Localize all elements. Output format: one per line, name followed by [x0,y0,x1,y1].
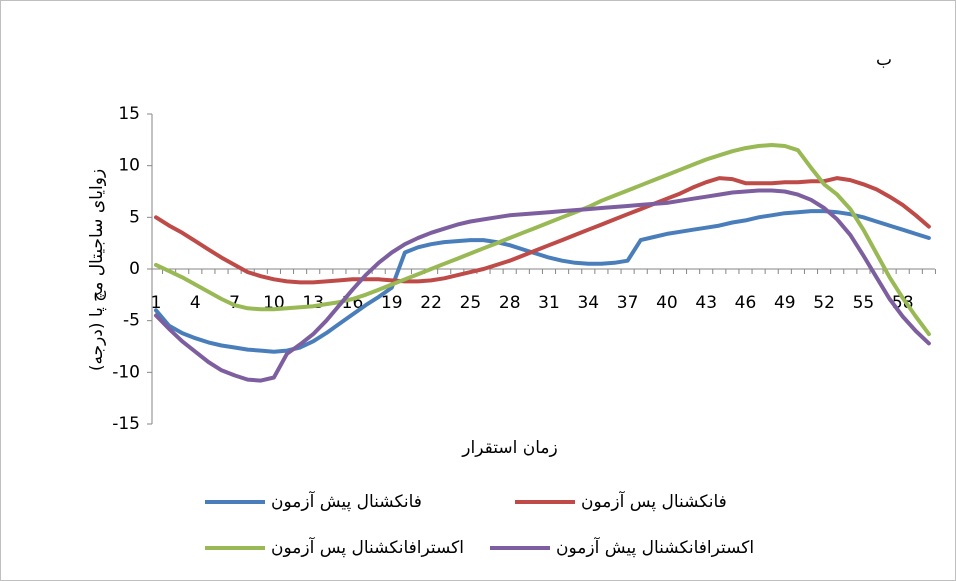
x-tick-label: 31 [538,293,560,313]
y-tick-label: -10 [112,362,140,382]
legend-label: فانکشنال پس آزمون [581,490,727,512]
y-tick-label: -5 [123,311,140,331]
x-tick-label: 49 [774,293,796,313]
x-tick-label: 28 [499,293,521,313]
x-tick-label: 43 [695,293,717,313]
x-tick-label: 1 [151,293,162,313]
x-tick-label: 55 [853,293,875,313]
series-line [154,143,931,337]
y-axis-title: زوایای ساجیتال مچ پا (درجه) [87,169,107,371]
x-axis-title: زمان استقرار [461,438,557,458]
legend-label: فانکشنال پیش آزمون [271,490,422,512]
legend-label: اکسترافانکشنال پس آزمون [271,536,464,558]
x-tick-label: 37 [617,293,639,313]
x-tick-label: 22 [420,293,442,313]
y-tick-label: -15 [112,414,140,434]
x-tick-label: 25 [460,293,482,313]
x-tick-label: 40 [656,293,678,313]
x-tick-label: 46 [735,293,757,313]
x-tick-label: 19 [381,293,403,313]
x-tick-label: 34 [577,293,599,313]
series-line [154,209,931,354]
series-line [154,176,931,285]
y-tick-label: 10 [118,156,140,176]
legend-label: اکسترافانکشنال پیش آزمون [556,536,754,558]
y-tick-label: 0 [129,259,140,279]
y-tick-label: 5 [129,207,140,227]
x-tick-label: 52 [813,293,835,313]
series-line [154,188,931,383]
y-tick-label: 15 [118,104,140,124]
chart-title: ب [876,50,892,70]
x-tick-label: 4 [190,293,201,313]
